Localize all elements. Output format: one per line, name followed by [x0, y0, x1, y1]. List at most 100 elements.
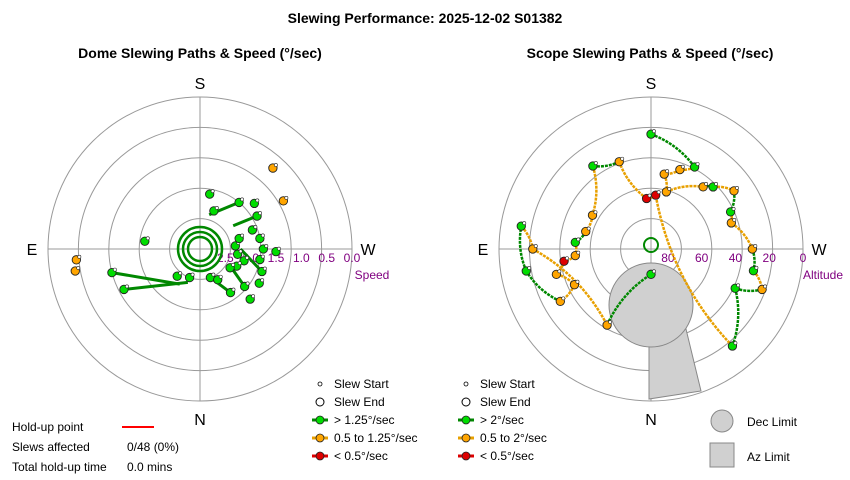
scope-start-22	[576, 250, 581, 255]
scope-start-29	[533, 244, 538, 248]
scope-start-12	[763, 284, 767, 289]
scope-start-27	[527, 266, 532, 270]
scope-legend-sym-0	[463, 381, 469, 387]
total-holdup-value: 0.0 mins	[127, 460, 173, 474]
scope-tick-2: 40	[729, 251, 743, 265]
dome-start-7	[277, 246, 281, 251]
dome-legend: Slew Start Slew End > 1.25°/sec 0.5 to 1.25…	[312, 377, 418, 463]
scope-legend-sym-1	[461, 397, 471, 407]
scope-start-6	[714, 182, 718, 186]
dome-path-4	[111, 271, 180, 286]
scope-path-13	[731, 287, 740, 347]
scope-start-31	[652, 269, 656, 274]
scope-start-23	[565, 256, 569, 261]
scope-path-14	[654, 194, 734, 347]
dome-legend-label-1: Slew End	[334, 395, 385, 409]
scope-start-0	[652, 129, 656, 134]
scope-start-20	[586, 226, 591, 231]
dome-legend-sym-0	[317, 381, 323, 387]
scope-chart-title: Scope Slewing Paths & Speed (°/sec)	[526, 45, 774, 61]
dome-start-30	[178, 271, 183, 276]
az-limit-label: Az Limit	[747, 450, 790, 464]
dome-start-11	[260, 278, 265, 283]
scope-start-11	[754, 265, 759, 270]
dome-compass-w: W	[360, 242, 376, 259]
dome-start-21	[237, 261, 242, 266]
scope-legend-label-2: > 2°/sec	[480, 413, 524, 427]
scope-compass-n: N	[645, 412, 657, 429]
dome-start-26	[214, 206, 219, 210]
dome-legend-sym-4	[315, 451, 325, 461]
dome-start-9	[255, 198, 260, 203]
scope-tick-4: 80	[661, 251, 675, 265]
dome-start-18	[251, 294, 256, 299]
scope-start-13	[736, 283, 741, 288]
scope-start-5	[704, 181, 709, 186]
dome-compass-s: S	[195, 76, 206, 93]
scope-start-16	[647, 193, 652, 198]
scope-tick-1: 20	[763, 251, 777, 265]
scope-start-2	[680, 164, 685, 169]
dome-compass-n: N	[194, 412, 206, 429]
slews-affected-value: 0/48 (0%)	[127, 440, 180, 454]
scope-center-loop	[643, 237, 659, 253]
scope-start-21	[576, 237, 581, 242]
scope-start-14	[733, 341, 738, 345]
scope-tick-0: 0	[800, 251, 807, 265]
scope-start-30	[608, 320, 612, 324]
dome-start-16	[253, 225, 258, 229]
dome-start-8	[258, 211, 262, 215]
scope-start-7	[735, 185, 739, 190]
dome-start-4	[113, 267, 117, 272]
scope-dec-limit	[608, 262, 694, 348]
dome-start-15	[260, 233, 265, 238]
dome-path-5	[123, 280, 189, 291]
dome-start-25	[240, 233, 245, 238]
scope-path-4	[665, 184, 704, 194]
dome-start-17	[245, 281, 250, 286]
scope-legend-sym-2	[461, 415, 471, 425]
dome-center-loop-2	[176, 225, 224, 273]
dome-start-12	[262, 266, 267, 271]
scope-start-28	[522, 221, 527, 226]
dome-legend-sym-2	[315, 415, 325, 425]
scope-start-26	[561, 296, 566, 301]
dome-path-2	[239, 247, 263, 273]
dome-start-14	[264, 244, 269, 248]
dome-start-27	[210, 189, 215, 194]
scope-start-19	[593, 210, 598, 215]
dec-limit-label: Dec Limit	[747, 415, 798, 429]
dome-compass-e: E	[27, 242, 38, 259]
dome-start-1	[273, 163, 278, 167]
scope-start-1	[695, 162, 700, 166]
dome-center-loop-1	[181, 230, 219, 268]
slews-affected-label: Slews affected	[12, 440, 90, 454]
scope-start-8	[731, 206, 736, 211]
dome-legend-label-2: > 1.25°/sec	[334, 413, 395, 427]
scope-legend-sym-4	[461, 451, 471, 461]
dome-start-0	[284, 195, 289, 200]
dome-start-23	[231, 262, 235, 267]
scope-legend-label-3: 0.5 to 2°/sec	[480, 431, 547, 445]
scope-path-18	[591, 165, 598, 216]
scope-path-16	[618, 161, 648, 200]
scope-polar-chart: S N E W Altitude 0 20 40 60 80	[478, 76, 844, 429]
dome-start-13	[260, 254, 265, 259]
dome-start-28	[211, 272, 216, 277]
scope-path-30	[605, 273, 652, 326]
dome-chart-title: Dome Slewing Paths & Speed (°/sec)	[78, 45, 322, 61]
dome-start-3	[76, 266, 81, 270]
scope-start-4	[667, 187, 672, 191]
dome-start-20	[245, 255, 249, 260]
holdup-point-swatch	[122, 426, 154, 428]
dome-tick-1: 0.5	[318, 251, 335, 265]
az-limit-swatch	[709, 442, 735, 468]
scope-start-17	[620, 156, 625, 161]
scope-start-24	[557, 269, 562, 274]
scope-start-10	[753, 244, 758, 248]
scope-start-9	[732, 218, 737, 222]
scope-start-25	[575, 279, 580, 284]
dome-start-29	[218, 274, 223, 279]
dome-start-6	[145, 236, 150, 241]
